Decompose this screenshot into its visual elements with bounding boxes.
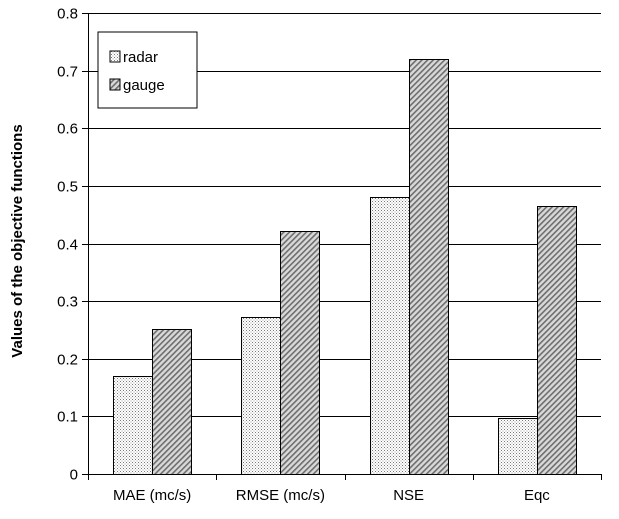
y-tick-labels: 0 0.1 0.2 0.3 0.4 0.5 0.6 0.7 0.8 — [57, 6, 78, 484]
x-tick-label: Eqc — [524, 487, 550, 504]
y-tick-label: 0.4 — [57, 237, 78, 254]
legend-swatch-radar — [109, 50, 121, 63]
bars — [113, 59, 577, 475]
legend: radar gauge — [97, 31, 198, 109]
x-tick-labels: MAE (mc/s) RMSE (mc/s) NSE Eqc — [113, 487, 550, 504]
x-tick-label: NSE — [393, 487, 424, 504]
x-tick-label: RMSE (mc/s) — [236, 487, 325, 504]
bar-radar-2 — [370, 197, 410, 475]
y-tick-label: 0.5 — [57, 179, 78, 196]
legend-swatch-gauge — [109, 78, 121, 91]
legend-label-gauge: gauge — [123, 77, 165, 94]
bar-gauge-2 — [409, 59, 449, 475]
bar-gauge-0 — [152, 329, 192, 475]
y-tick-label: 0.2 — [57, 352, 78, 369]
y-tick-label: 0 — [70, 467, 78, 484]
bar-gauge-3 — [537, 206, 577, 475]
legend-box — [97, 31, 198, 109]
bar-radar-0 — [113, 376, 153, 475]
y-tick-label: 0.7 — [57, 64, 78, 81]
legend-label-radar: radar — [123, 49, 158, 66]
y-tick-label: 0.8 — [57, 6, 78, 23]
bar-gauge-1 — [280, 231, 320, 475]
bar-radar-3 — [498, 418, 538, 475]
axes — [82, 13, 602, 480]
y-tick-label: 0.6 — [57, 121, 78, 138]
y-axis-label: Values of the objective functions — [9, 124, 26, 357]
bar-radar-1 — [241, 317, 281, 475]
y-tick-label: 0.3 — [57, 294, 78, 311]
x-tick-label: MAE (mc/s) — [113, 487, 191, 504]
y-tick-label: 0.1 — [57, 409, 78, 426]
